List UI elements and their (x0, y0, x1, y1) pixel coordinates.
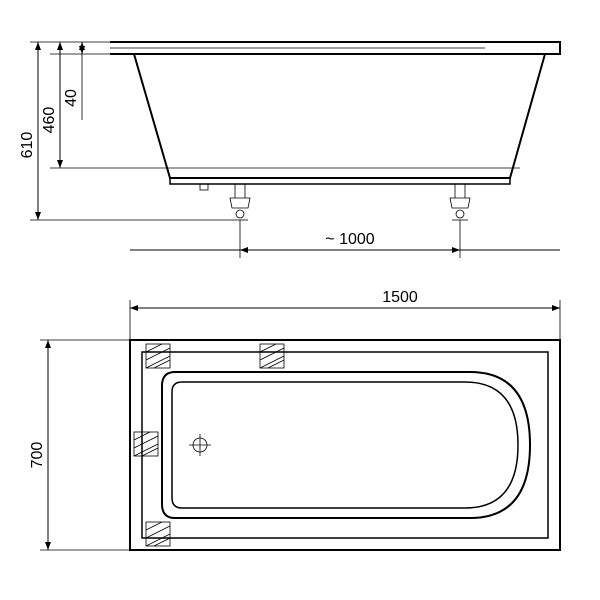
top-view: 1500 (29, 289, 560, 550)
tub-foot-right (450, 184, 470, 220)
bracket-top-mid (260, 344, 284, 368)
tub-foot-left (230, 184, 250, 220)
dim-foot-1000: ~ 1000 (325, 231, 374, 248)
dim-length-1500: 1500 (382, 289, 418, 306)
dim-width-700: 700 (29, 442, 46, 469)
side-view: 610 460 40 ~ 1000 (19, 42, 560, 258)
dim-height-610: 610 (19, 132, 36, 159)
bracket-bottom-left (146, 522, 170, 546)
bracket-top-left (146, 344, 170, 368)
bathtub-diagram: 610 460 40 ~ 1000 1500 (0, 0, 600, 600)
drain-icon (189, 434, 211, 456)
bracket-left-mid (134, 432, 158, 456)
dim-depth-460: 460 (41, 107, 58, 134)
dim-rim-40: 40 (63, 89, 80, 107)
